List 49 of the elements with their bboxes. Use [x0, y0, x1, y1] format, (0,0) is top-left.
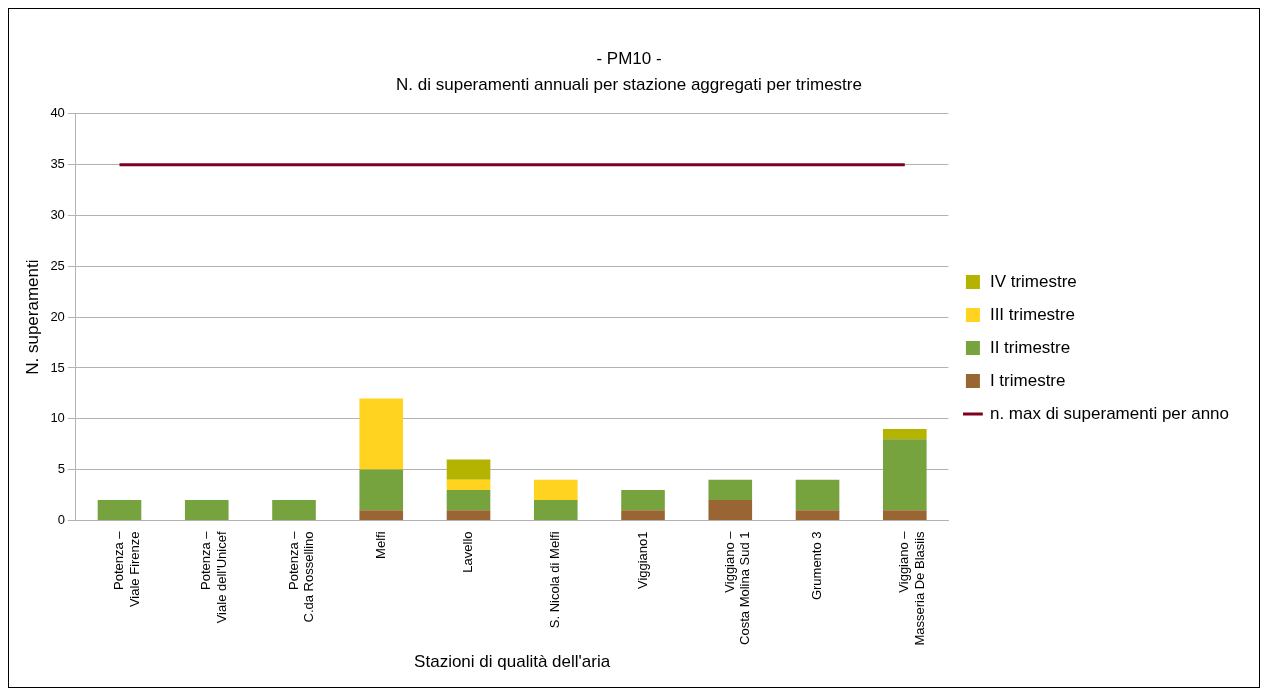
y-tick-label: 35 — [50, 156, 65, 172]
x-tick-label: Viggiano – Costa Molina Sud 1 — [721, 530, 753, 645]
x-tick-label: Potenza – C.da Rossellino — [285, 530, 317, 623]
bar — [446, 489, 491, 511]
y-axis-title: N. superamenti — [22, 259, 42, 375]
bar — [359, 398, 404, 470]
bar — [621, 489, 665, 511]
bar — [533, 479, 578, 501]
x-tick-label: S. Nicola di Melfi — [547, 531, 563, 629]
legend-label: II trimestre — [989, 337, 1071, 357]
bar — [533, 500, 578, 520]
legend-label: IV trimestre — [989, 271, 1077, 291]
chart-title: - PM10 - — [596, 48, 662, 68]
bar — [708, 479, 753, 501]
y-tick-label: 30 — [50, 207, 65, 223]
bar — [882, 439, 927, 511]
legend-label: n. max di superamenti per anno — [989, 403, 1230, 423]
x-tick-label: Grumento 3 — [809, 531, 825, 601]
x-axis-title: Stazioni di qualità dell'aria — [414, 652, 611, 672]
bar — [621, 510, 665, 520]
y-tick-label: 0 — [57, 512, 65, 528]
legend-label: III trimestre — [989, 304, 1075, 324]
bar — [184, 500, 229, 520]
bar — [446, 459, 491, 480]
y-tick-label: 40 — [50, 105, 65, 121]
bar — [882, 510, 927, 520]
bar — [272, 500, 316, 520]
bar — [795, 479, 840, 511]
chart-subtitle: N. di superamenti annuali per stazione aggregati per trimestre — [396, 75, 862, 95]
bar — [795, 510, 840, 520]
bar — [882, 428, 927, 440]
bar — [359, 469, 404, 511]
y-tick-label: 15 — [50, 359, 65, 375]
bar — [359, 510, 404, 520]
y-tick-label: 20 — [50, 308, 65, 324]
bar — [97, 500, 142, 520]
x-tick-label: Lavello — [460, 531, 476, 573]
x-tick-label: Potenza – Viale Firenze — [111, 530, 142, 608]
x-tick-label: Melfi — [372, 531, 388, 559]
legend-label: I trimestre — [989, 370, 1066, 390]
y-tick-label: 10 — [50, 410, 65, 426]
bar — [446, 479, 491, 490]
x-tick-label: Viggiano – Masseria De Blasiis — [896, 530, 927, 646]
bar — [446, 510, 491, 520]
bar — [708, 500, 753, 520]
y-tick-label: 25 — [50, 257, 65, 273]
y-tick-label: 5 — [57, 461, 65, 477]
x-tick-label: Potenza – Viale dell'Unicef — [198, 530, 229, 624]
x-tick-label: Viggiano1 — [634, 531, 650, 590]
